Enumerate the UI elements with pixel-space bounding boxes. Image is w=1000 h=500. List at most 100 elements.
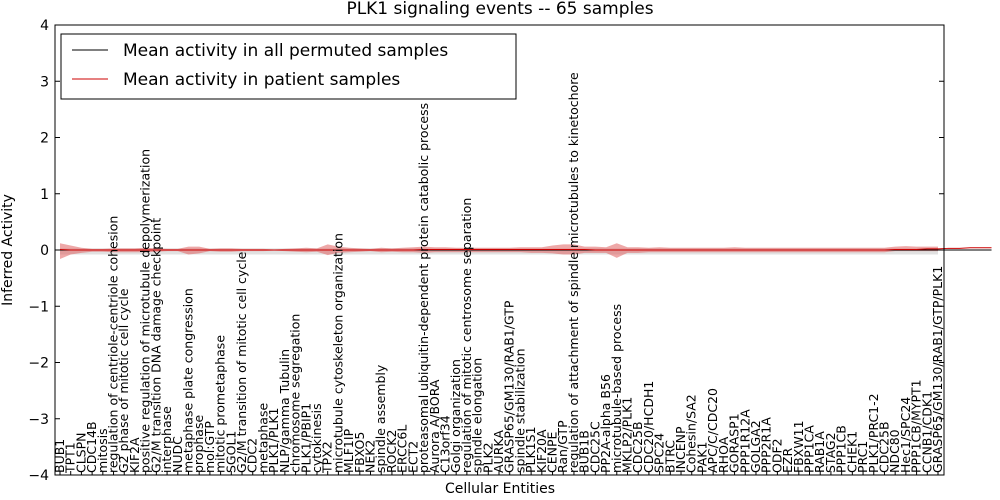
x-tick-label: microtubule cytoskeleton organization — [330, 233, 345, 473]
x-tick-label: CDC20/HCDH1 — [641, 381, 656, 473]
x-axis-label: Cellular Entities — [445, 481, 555, 497]
x-tick-label: mitotic prometaphase — [213, 335, 228, 473]
x-tick-label: SGOL1 — [223, 431, 238, 473]
x-tick-label: spindle stabilization — [512, 348, 527, 473]
series-lines — [59, 247, 992, 251]
x-tick-label: PRC1 — [855, 441, 870, 473]
x-tick-label: APC/C/CDC20 — [705, 388, 720, 473]
x-tick-label: cytokinesis — [309, 403, 324, 473]
x-tick-label: Golgi organization — [448, 359, 463, 473]
x-tick-label: GRASP65/GM130/RAB1/GTP/PLK1 — [930, 266, 945, 473]
x-tick-label: FBXO5 — [352, 432, 367, 473]
legend-label-permuted: Mean activity in all permuted samples — [123, 41, 448, 61]
x-tick-label: CDC14B — [84, 421, 99, 473]
x-tick-label: NDC80 — [887, 429, 902, 473]
x-tick-label: ODF2 — [769, 438, 784, 473]
x-tick-label: BUB1 — [52, 439, 67, 473]
x-tick-label: ERCC6L — [395, 425, 410, 473]
x-tick-label: ROCK2 — [384, 430, 399, 473]
y-axis: −4 −3 −2 −1 0 1 2 3 4 — [28, 18, 944, 484]
x-tick-label: FBXW11 — [791, 420, 806, 473]
x-tick-label: CDC25C — [587, 421, 602, 473]
x-tick-label: PPP1CA — [802, 425, 817, 473]
x-tick-label: PLK2 — [480, 442, 495, 473]
x-tick-label: NLP/gamma Tubulin — [277, 349, 292, 473]
x-tick-label: MKLP2/PLK1 — [619, 397, 634, 473]
x-tick-label: GRASP65/GM130/RAB1/GTP — [502, 300, 517, 473]
y-tick-label: 3 — [40, 74, 49, 90]
x-tick-label: PPP1CB — [834, 425, 849, 473]
x-tick-label: chromosome segregation — [288, 314, 303, 473]
x-tick-label: NUDC — [170, 436, 185, 473]
x-tick-label: interphase — [159, 406, 174, 473]
x-tick-label: PLK1/PRC1-2 — [866, 393, 881, 473]
legend-box — [60, 33, 517, 100]
y-tick-label: −1 — [28, 299, 49, 315]
x-tick-label: CDC25B — [876, 421, 891, 473]
x-tick-label: PPP1CB/MYPT1 — [909, 379, 924, 473]
x-tick-label: Aurora A/BORA — [427, 379, 442, 473]
y-tick-label: 0 — [40, 243, 49, 259]
x-tick-label: Ran/GTP — [555, 420, 570, 473]
x-tick-label: NEK2 — [363, 440, 378, 473]
x-tick-label: PP2A-alpha B56 — [598, 374, 613, 473]
x-tick-label: spindle elongation — [470, 358, 485, 473]
x-tick-label: GOLGA2 — [748, 420, 763, 473]
x-tick-label: PAK1 — [694, 442, 709, 473]
series-line-patient — [59, 247, 992, 251]
patient-band — [60, 243, 938, 259]
x-tick-label: BUB1B — [577, 430, 592, 473]
x-tick-label: CLSPN — [73, 432, 88, 473]
x-tick-label: G2 phase of mitotic cell cycle — [116, 288, 131, 473]
x-tick-label: microtubule-based process — [609, 304, 624, 473]
x-tick-label: Cohesin/SA2 — [684, 394, 699, 473]
x-tick-label: STAG2 — [823, 432, 838, 473]
x-tick-label: EZR — [780, 448, 795, 473]
x-tick-label: CDC25B — [630, 421, 645, 473]
legend-label-patient: Mean activity in patient samples — [123, 70, 400, 90]
x-tick-label: PLK1/PBIP1 — [298, 403, 313, 473]
x-tick-label: INCENP — [673, 426, 688, 473]
x-tick-label: spindle assembly — [373, 364, 388, 473]
x-tick-label: Hec1/SPC24 — [898, 397, 913, 473]
x-tick-label: ECT2 — [405, 441, 420, 473]
y-tick-label: 2 — [40, 131, 49, 147]
x-tick-label: prophase — [191, 415, 206, 473]
x-tick-label: AURKA — [491, 430, 506, 473]
x-tick-label: KIF20A — [534, 429, 549, 473]
y-axis-label: Inferred Activity — [0, 194, 16, 306]
x-tick-label: proteasomal ubiquitin-dependent protein … — [416, 103, 431, 473]
x-tick-label: SPC24 — [652, 433, 667, 473]
chart-title: PLK1 signaling events -- 65 samples — [346, 0, 653, 19]
y-tick-label: 1 — [40, 187, 49, 203]
x-tick-label: CENPE — [545, 431, 560, 473]
x-tick-label: RAB1A — [812, 431, 827, 473]
x-tick-label: RHOA — [716, 436, 731, 473]
y-tick-label: 4 — [40, 18, 49, 34]
x-tick-label: regulation of centriole-centriole cohesi… — [106, 216, 121, 473]
x-tick-label: mitosis — [95, 428, 110, 473]
x-tick-label: GORASP1 — [727, 413, 742, 473]
x-tick-label: TPX2 — [320, 441, 335, 474]
x-tick-label: CCNB1/CDK1 — [919, 391, 934, 473]
x-tick-label: TPT1 — [63, 442, 78, 474]
y-tick-label: −4 — [28, 468, 49, 484]
x-tick-label: G2/M transition DNA damage checkpoint — [148, 218, 163, 473]
x-tick-label: regulation of attachment of spindle micr… — [566, 72, 581, 473]
x-tick-label: positive regulation of microtubule depol… — [138, 149, 153, 473]
x-tick-label: CDC2 — [245, 438, 260, 473]
x-tick-label: KIF2A — [127, 437, 142, 473]
x-tick-label: regulation of mitotic centrosome separat… — [459, 198, 474, 473]
x-tick-label: PLK1S1 — [523, 426, 538, 473]
legend: Mean activity in all permuted samples Me… — [60, 33, 517, 100]
y-tick-label: −3 — [28, 412, 49, 428]
x-tick-label: mol:GTP — [202, 421, 217, 473]
x-tick-label: G2/M transition of mitotic cell cycle — [234, 251, 249, 473]
x-tick-label: PLK1/PLK1 — [266, 407, 281, 473]
patient-band-area — [60, 243, 938, 259]
x-tick-label: PPP2R1A — [759, 417, 774, 473]
x-tick-label: metaphase plate congression — [180, 288, 195, 473]
x-tick-label: MLF1IP — [341, 428, 356, 473]
